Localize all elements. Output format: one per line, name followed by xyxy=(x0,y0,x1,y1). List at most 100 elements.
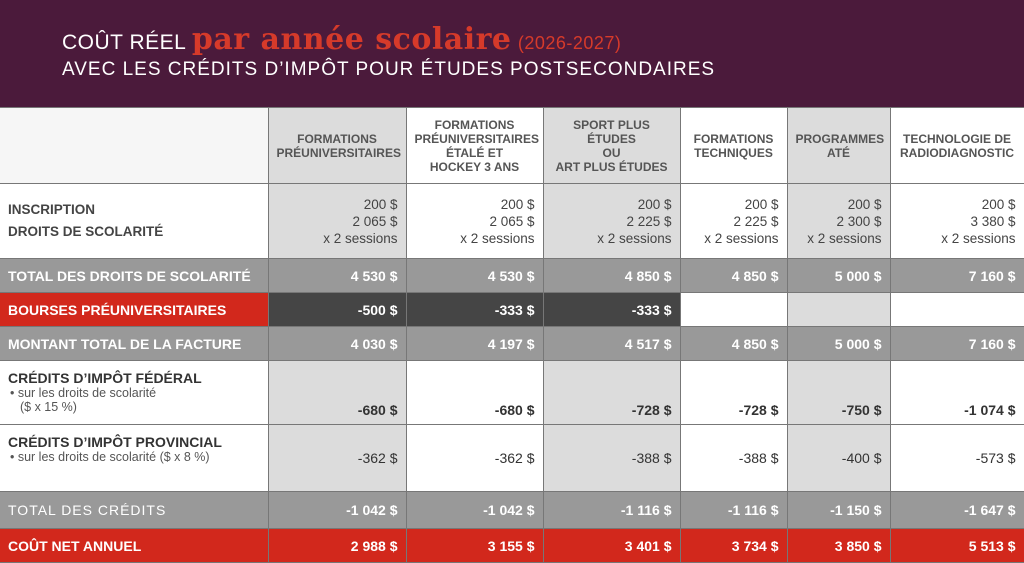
cell-line: 2 065 $ xyxy=(352,213,398,229)
cell: 200 $2 225 $ x 2 sessions xyxy=(542,183,681,259)
row-label-text: TOTAL DES DROITS DE SCOLARITÉ xyxy=(8,267,251,284)
cell: 4 030 $ xyxy=(267,326,407,361)
cell xyxy=(679,292,788,327)
row-label-text: CRÉDITS D’IMPÔT PROVINCIAL xyxy=(8,434,222,450)
row-label-text: CRÉDITS D’IMPÔT FÉDÉRAL xyxy=(8,370,202,386)
cell-line: 200 $ xyxy=(847,196,882,212)
cell: -400 $ xyxy=(786,424,891,492)
row-label-text: MONTANT TOTAL DE LA FACTURE xyxy=(8,335,242,352)
cell: 200 $3 380 $ x 2 sessions xyxy=(889,183,1024,259)
cell: 5 513 $ xyxy=(889,528,1024,563)
cell: 4 530 $ xyxy=(267,258,407,293)
subtitle: AVEC LES CRÉDITS D’IMPÔT POUR ÉTUDES POS… xyxy=(62,59,716,80)
row-federal: CRÉDITS D’IMPÔT FÉDÉRAL • sur les droits … xyxy=(0,360,1024,425)
cell-line: 2 065 $ xyxy=(489,213,535,229)
column-header-line: FORMATIONS xyxy=(434,117,515,132)
column-header-line: OU xyxy=(602,145,621,160)
cell: 2 988 $ xyxy=(267,528,407,563)
cell-line: 200 $ xyxy=(500,196,535,212)
cell-line: 200 $ xyxy=(981,196,1016,212)
cell-line: 200 $ xyxy=(744,196,779,212)
row-label: BOURSES PRÉUNIVERSITAIRES xyxy=(0,292,269,327)
row-label-text: BOURSES PRÉUNIVERSITAIRES xyxy=(8,301,227,318)
note: ($ x 15 %) xyxy=(20,400,77,414)
cell: -388 $ xyxy=(542,424,681,492)
cell: -1 042 $ xyxy=(405,491,544,529)
cell: 4 517 $ xyxy=(542,326,681,361)
column-header-line: FORMATIONS xyxy=(693,131,774,146)
cell: 200 $2 065 $ x 2 sessions xyxy=(405,183,544,259)
cell: -680 $ xyxy=(267,360,407,425)
cell: 5 000 $ xyxy=(786,258,891,293)
column-header-line: ATÉ xyxy=(826,145,851,160)
cell: -1 042 $ xyxy=(267,491,407,529)
cell: -388 $ xyxy=(679,424,788,492)
cell: 200 $2 225 $ x 2 sessions xyxy=(679,183,788,259)
column-header-line: TECHNIQUES xyxy=(694,145,773,160)
cell: 4 850 $ xyxy=(679,258,788,293)
column-header-line: PRÉUNIVERSITAIRES xyxy=(276,145,401,160)
cell: 7 160 $ xyxy=(889,258,1024,293)
cell: 3 850 $ xyxy=(786,528,891,563)
cell: -573 $ xyxy=(889,424,1024,492)
cell: 7 160 $ xyxy=(889,326,1024,361)
cell-line: 3 380 $ xyxy=(970,213,1016,229)
cell-line: 2 225 $ xyxy=(626,213,672,229)
column-header-row: FORMATIONS PRÉUNIVERSITAIRES FORMATIONS PRÉ… xyxy=(0,107,1024,184)
cost-table: FORMATIONS PRÉUNIVERSITAIRES FORMATIONS PRÉ… xyxy=(0,107,1024,563)
cell: 4 530 $ xyxy=(405,258,544,293)
column-header-line: RADIODIAGNOSTIC xyxy=(900,145,1014,160)
row-label: INSCRIPTION DROITS DE SCOLARITÉ xyxy=(0,183,269,259)
cell-line: 2 225 $ xyxy=(733,213,779,229)
cell-line: x 2 sessions xyxy=(460,230,535,246)
row-bourses: BOURSES PRÉUNIVERSITAIRES -500 $ -333 $ -33… xyxy=(0,292,1024,327)
note: • sur les droits de scolarité xyxy=(10,386,157,400)
row-label: TOTAL DES DROITS DE SCOLARITÉ xyxy=(0,258,269,293)
title-highlight: par année scolaire xyxy=(191,22,512,57)
corner-cell xyxy=(0,107,269,184)
cell: 200 $2 300 $ x 2 sessions xyxy=(786,183,891,259)
row-label-text: TOTAL DES CRÉDITS xyxy=(8,502,167,518)
cell: -728 $ xyxy=(542,360,681,425)
row-label: CRÉDITS D’IMPÔT PROVINCIAL • sur les droi… xyxy=(0,424,269,492)
row-provincial: CRÉDITS D’IMPÔT PROVINCIAL • sur les droi… xyxy=(0,424,1024,492)
cell: 4 197 $ xyxy=(405,326,544,361)
column-header: FORMATIONS PRÉUNIVERSITAIRES ÉTALÉ ET HOCKE… xyxy=(405,107,544,184)
cell-line: x 2 sessions xyxy=(323,230,398,246)
cell-line: 200 $ xyxy=(637,196,672,212)
label-droits: DROITS DE SCOLARITÉ xyxy=(8,224,164,239)
cell: -500 $ xyxy=(267,292,407,327)
cell: -333 $ xyxy=(542,292,681,327)
cell: -1 647 $ xyxy=(889,491,1024,529)
title-year: (2026-2027) xyxy=(517,33,622,53)
column-header-line: SPORT PLUS ÉTUDES xyxy=(573,117,650,146)
cell: -333 $ xyxy=(405,292,544,327)
title-banner: COÛT RÉEL par année scolaire (2026-2027)… xyxy=(0,0,1024,107)
column-header: TECHNOLOGIE DE RADIODIAGNOSTIC xyxy=(889,107,1024,184)
cell-line: 2 300 $ xyxy=(836,213,882,229)
title-prefix: COÛT RÉEL xyxy=(62,31,186,54)
cell: 3 401 $ xyxy=(542,528,681,563)
cell: 5 000 $ xyxy=(786,326,891,361)
cell xyxy=(889,292,1024,327)
row-net: COÛT NET ANNUEL 2 988 $3 155 $3 401 $3 73… xyxy=(0,528,1024,563)
cell: -1 150 $ xyxy=(786,491,891,529)
row-label: MONTANT TOTAL DE LA FACTURE xyxy=(0,326,269,361)
row-total_droits: TOTAL DES DROITS DE SCOLARITÉ 4 530 $4 53… xyxy=(0,258,1024,293)
cell-line: x 2 sessions xyxy=(807,230,882,246)
cell: 4 850 $ xyxy=(542,258,681,293)
cell: -362 $ xyxy=(405,424,544,492)
row-montant: MONTANT TOTAL DE LA FACTURE 4 030 $4 197 … xyxy=(0,326,1024,361)
title-line: COÛT RÉEL par année scolaire (2026-2027) xyxy=(62,22,1024,57)
column-header: PROGRAMMES ATÉ xyxy=(786,107,891,184)
cell: 3 155 $ xyxy=(405,528,544,563)
column-header-line: PROGRAMMES xyxy=(795,131,885,146)
cell: -750 $ xyxy=(786,360,891,425)
column-header-line: HOCKEY 3 ANS xyxy=(429,159,520,174)
column-header: SPORT PLUS ÉTUDES OU ART PLUS ÉTUDES xyxy=(542,107,681,184)
column-header-line: FORMATIONS xyxy=(297,131,377,146)
column-header-line: PRÉUNIVERSITAIRES xyxy=(414,131,539,146)
row-label-text: COÛT NET ANNUEL xyxy=(8,537,142,554)
row-inscription: INSCRIPTION DROITS DE SCOLARITÉ 200 $2 065… xyxy=(0,183,1024,259)
row-total_credits: TOTAL DES CRÉDITS -1 042 $ -1 042 $ -1 116 … xyxy=(0,491,1024,529)
